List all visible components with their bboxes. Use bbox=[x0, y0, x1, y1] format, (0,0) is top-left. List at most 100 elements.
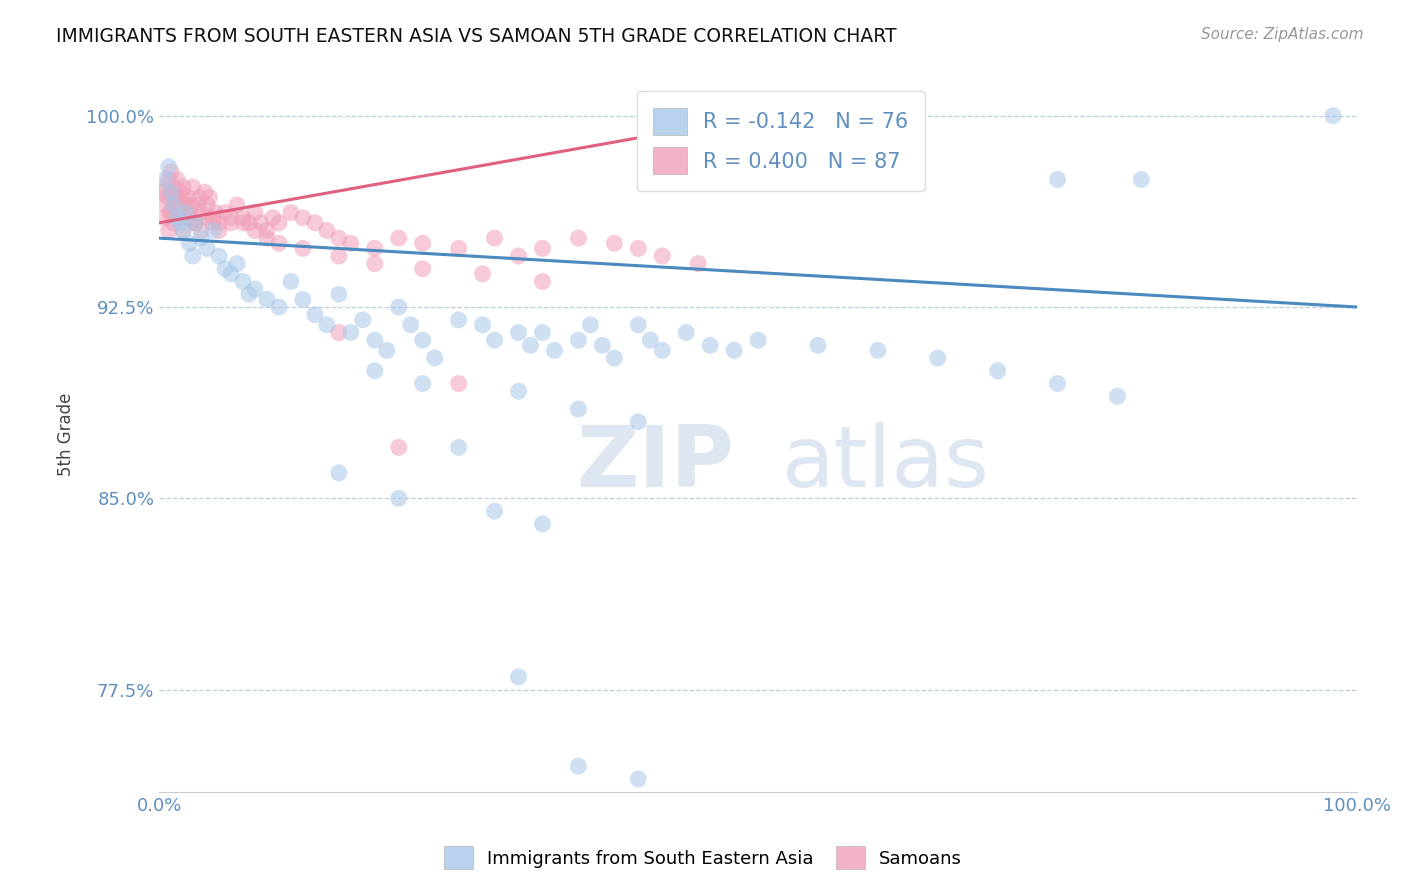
Point bbox=[291, 241, 314, 255]
Point bbox=[328, 231, 350, 245]
Point bbox=[170, 216, 193, 230]
Point bbox=[447, 312, 470, 326]
Point bbox=[188, 190, 211, 204]
Point bbox=[190, 205, 212, 219]
Point bbox=[543, 343, 565, 358]
Point bbox=[304, 308, 326, 322]
Point bbox=[157, 172, 180, 186]
Point bbox=[169, 186, 191, 200]
Point bbox=[226, 198, 249, 212]
Point bbox=[243, 282, 266, 296]
Point bbox=[340, 326, 363, 340]
Point bbox=[412, 236, 434, 251]
Point bbox=[174, 205, 197, 219]
Point bbox=[267, 216, 290, 230]
Point bbox=[328, 466, 350, 480]
Point bbox=[388, 231, 411, 245]
Point bbox=[723, 343, 745, 358]
Point bbox=[567, 402, 589, 417]
Point bbox=[315, 223, 337, 237]
Point bbox=[807, 338, 830, 352]
Point bbox=[519, 338, 541, 352]
Point bbox=[375, 343, 398, 358]
Point bbox=[651, 249, 673, 263]
Point bbox=[177, 236, 200, 251]
Point bbox=[174, 198, 197, 212]
Point bbox=[160, 186, 183, 200]
Point bbox=[388, 491, 411, 506]
Point bbox=[1046, 172, 1069, 186]
Point bbox=[531, 241, 554, 255]
Point bbox=[190, 231, 212, 245]
Point bbox=[1322, 109, 1344, 123]
Point bbox=[447, 440, 470, 454]
Point bbox=[627, 772, 650, 786]
Point bbox=[267, 236, 290, 251]
Point bbox=[238, 216, 260, 230]
Point bbox=[508, 249, 530, 263]
Legend: Immigrants from South Eastern Asia, Samoans: Immigrants from South Eastern Asia, Samo… bbox=[434, 838, 972, 879]
Point bbox=[177, 205, 200, 219]
Point bbox=[508, 670, 530, 684]
Point bbox=[172, 180, 194, 194]
Point bbox=[399, 318, 422, 332]
Point bbox=[388, 300, 411, 314]
Point bbox=[166, 172, 188, 186]
Point bbox=[159, 205, 181, 219]
Point bbox=[675, 326, 697, 340]
Point bbox=[219, 216, 242, 230]
Point bbox=[866, 343, 889, 358]
Point bbox=[484, 231, 506, 245]
Point bbox=[1107, 389, 1129, 403]
Point bbox=[243, 205, 266, 219]
Point bbox=[304, 216, 326, 230]
Point bbox=[627, 415, 650, 429]
Point bbox=[166, 211, 188, 225]
Point bbox=[579, 318, 602, 332]
Point bbox=[531, 275, 554, 289]
Point bbox=[567, 231, 589, 245]
Point bbox=[167, 205, 190, 219]
Point bbox=[603, 351, 626, 365]
Point bbox=[198, 190, 221, 204]
Point bbox=[184, 216, 207, 230]
Point bbox=[186, 198, 208, 212]
Point bbox=[162, 198, 184, 212]
Point bbox=[157, 223, 180, 237]
Point bbox=[153, 172, 176, 186]
Point bbox=[177, 190, 200, 204]
Point bbox=[184, 216, 207, 230]
Y-axis label: 5th Grade: 5th Grade bbox=[58, 392, 75, 476]
Point bbox=[172, 223, 194, 237]
Point bbox=[157, 160, 180, 174]
Point bbox=[262, 211, 284, 225]
Point bbox=[163, 180, 186, 194]
Text: ZIP: ZIP bbox=[576, 422, 734, 505]
Point bbox=[162, 198, 184, 212]
Point bbox=[447, 241, 470, 255]
Point bbox=[267, 300, 290, 314]
Point bbox=[219, 211, 242, 225]
Point bbox=[170, 198, 193, 212]
Point bbox=[471, 318, 494, 332]
Point bbox=[567, 333, 589, 347]
Point bbox=[195, 211, 218, 225]
Point bbox=[651, 343, 673, 358]
Point bbox=[364, 257, 387, 271]
Point bbox=[195, 241, 218, 255]
Point bbox=[627, 318, 650, 332]
Point bbox=[250, 216, 273, 230]
Point bbox=[291, 211, 314, 225]
Point bbox=[364, 364, 387, 378]
Point bbox=[160, 205, 183, 219]
Point bbox=[447, 376, 470, 391]
Point bbox=[232, 216, 254, 230]
Point bbox=[195, 198, 218, 212]
Point bbox=[531, 326, 554, 340]
Point bbox=[638, 333, 661, 347]
Point bbox=[162, 216, 184, 230]
Point bbox=[471, 267, 494, 281]
Point bbox=[328, 287, 350, 301]
Point bbox=[214, 261, 236, 276]
Point bbox=[162, 186, 184, 200]
